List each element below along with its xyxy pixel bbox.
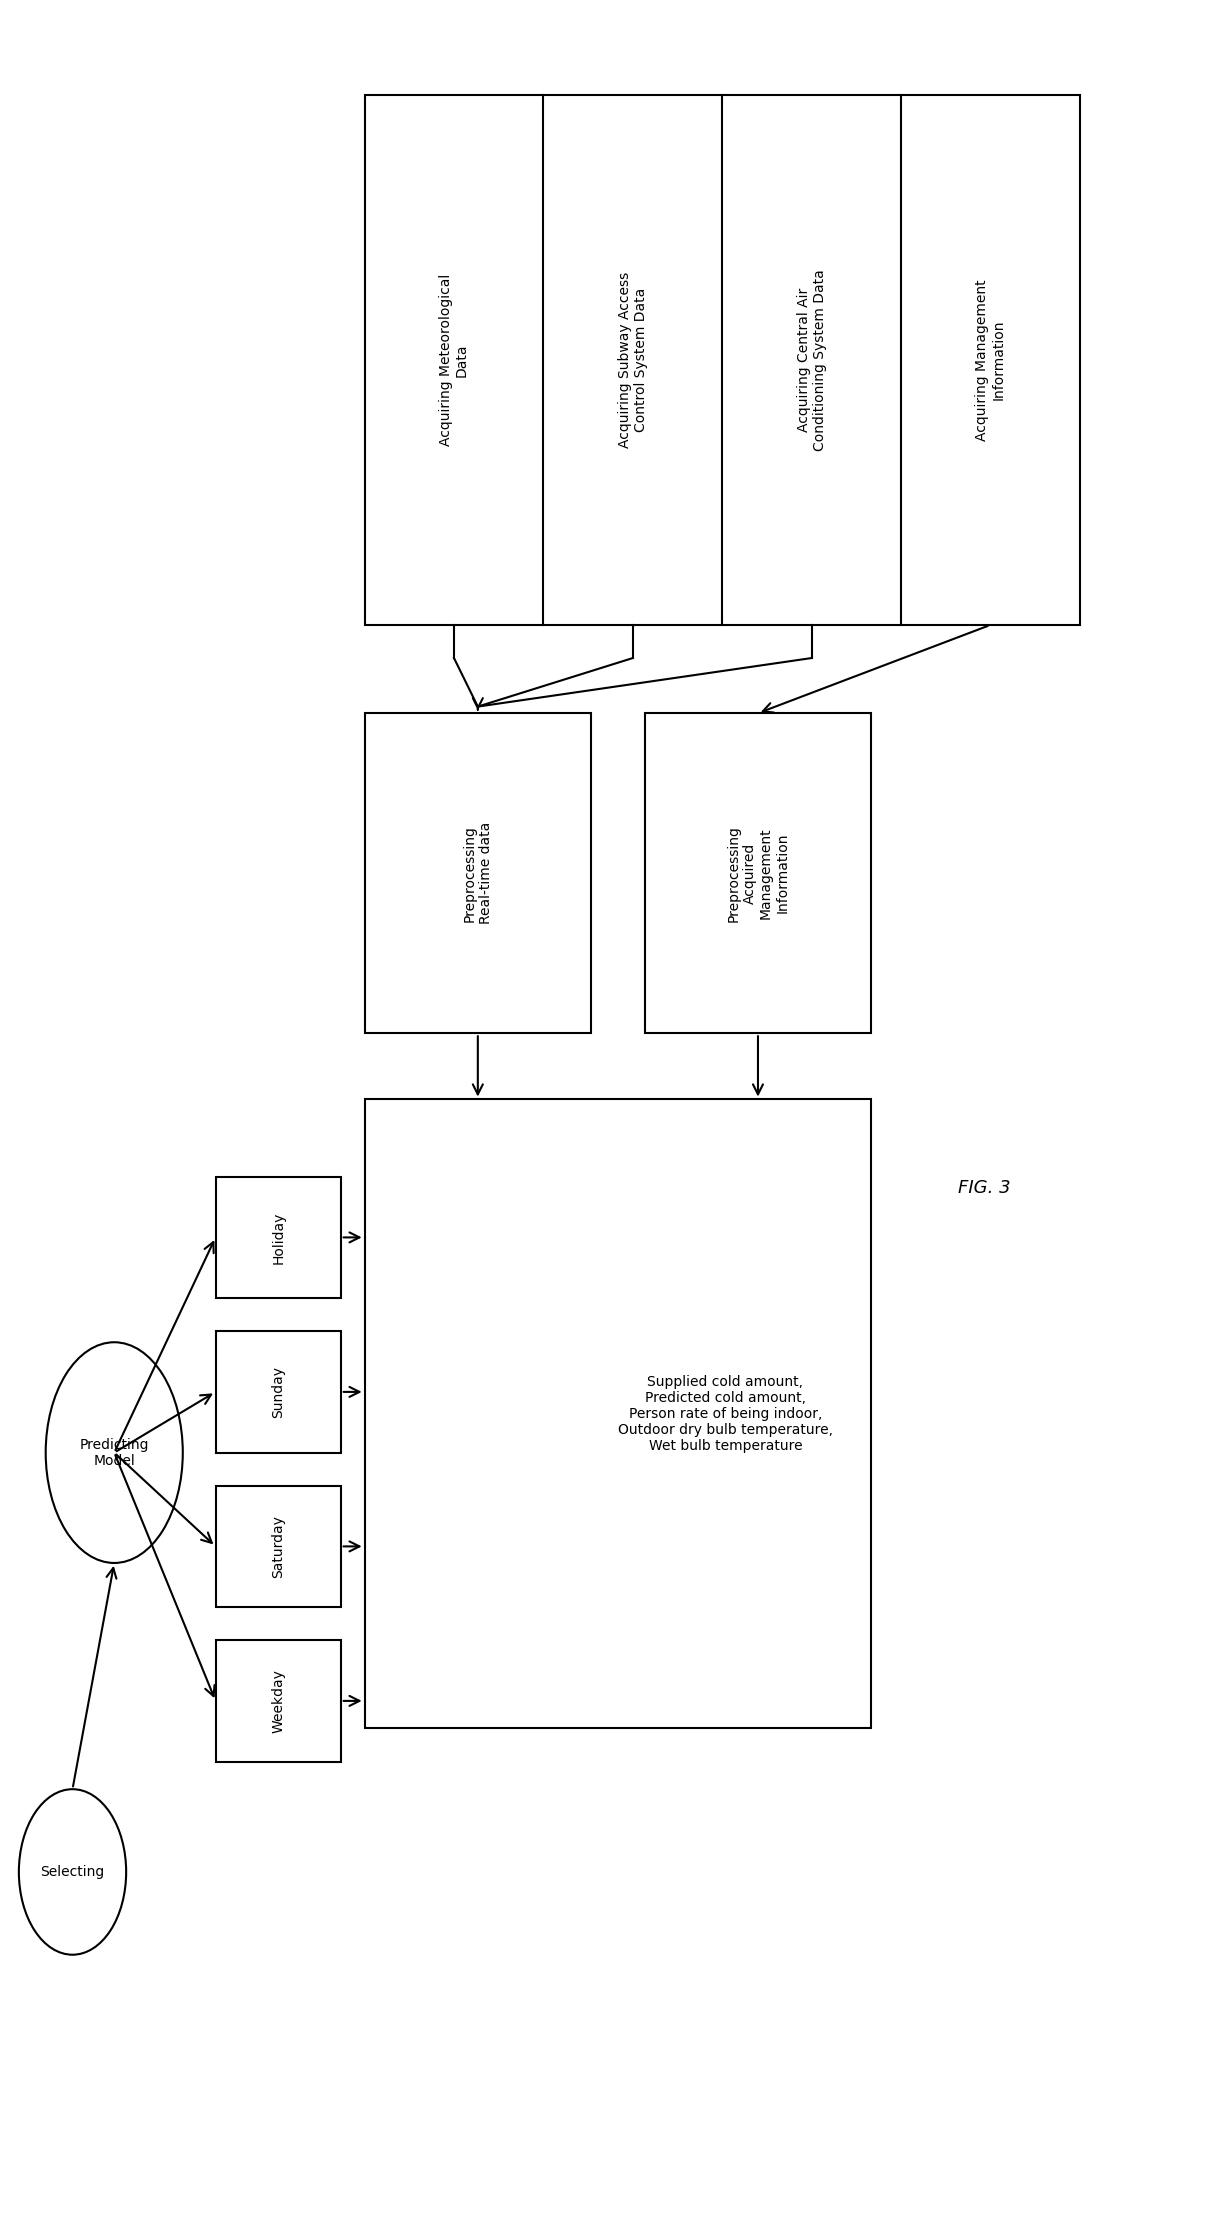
Text: Preprocessing
Real-time data: Preprocessing Real-time data: [463, 822, 493, 924]
FancyBboxPatch shape: [216, 1486, 341, 1608]
Text: Preprocessing
Acquired
Management
Information: Preprocessing Acquired Management Inform…: [727, 824, 789, 922]
Text: Sunday: Sunday: [271, 1366, 285, 1417]
Text: Acquiring Central Air
Conditioning System Data: Acquiring Central Air Conditioning Syste…: [796, 269, 827, 451]
Text: Selecting: Selecting: [40, 1866, 105, 1879]
FancyBboxPatch shape: [364, 713, 591, 1033]
FancyBboxPatch shape: [364, 96, 1079, 624]
FancyBboxPatch shape: [216, 1177, 341, 1297]
Text: Acquiring Meteorological
Data: Acquiring Meteorological Data: [439, 273, 469, 446]
Text: Acquiring Management
Information: Acquiring Management Information: [976, 280, 1006, 442]
FancyBboxPatch shape: [364, 1099, 871, 1728]
Text: FIG. 3: FIG. 3: [958, 1179, 1011, 1197]
FancyBboxPatch shape: [216, 1330, 341, 1453]
FancyBboxPatch shape: [645, 713, 871, 1033]
Text: Holiday: Holiday: [271, 1210, 285, 1264]
Text: Weekday: Weekday: [271, 1668, 285, 1732]
Ellipse shape: [46, 1341, 183, 1564]
Text: Acquiring Subway Access
Control System Data: Acquiring Subway Access Control System D…: [617, 271, 648, 449]
Ellipse shape: [19, 1790, 127, 1954]
Text: Saturday: Saturday: [271, 1515, 285, 1577]
Text: Supplied cold amount,
Predicted cold amount,
Person rate of being indoor,
Outdoo: Supplied cold amount, Predicted cold amo…: [617, 1375, 833, 1453]
Text: Predicting
Model: Predicting Model: [80, 1437, 150, 1468]
FancyBboxPatch shape: [216, 1639, 341, 1761]
